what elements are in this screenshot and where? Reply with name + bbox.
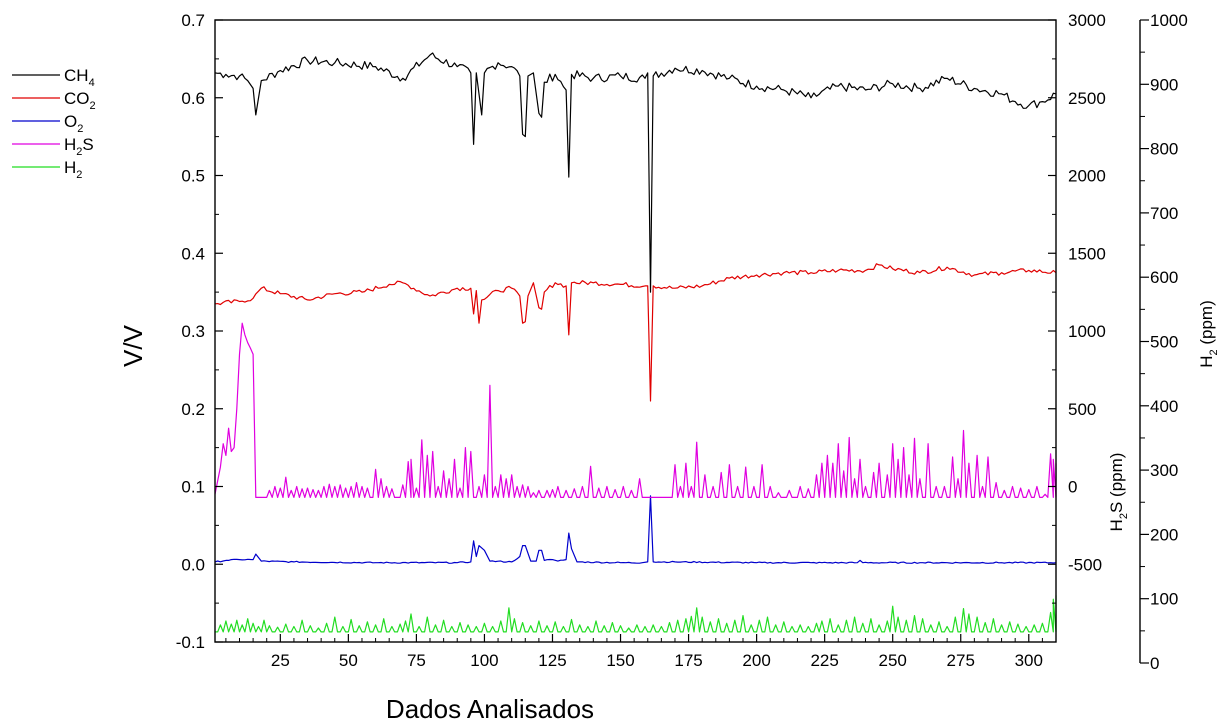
right1-tick-label: 1500	[1068, 244, 1106, 263]
right2-tick-label: 500	[1150, 333, 1178, 352]
right2-tick-label: 600	[1150, 268, 1178, 287]
legend-label-ch4: CH4	[64, 66, 95, 89]
y-tick-label: 0.0	[181, 555, 205, 574]
x-tick-label: 300	[1015, 651, 1043, 670]
axes-layer: 25 50 75 100 125 150 175 200 225 250 275 300-0.10.0…	[176, 11, 1188, 673]
plot-frame	[214, 19, 1057, 643]
x-tick-label: 150	[606, 651, 634, 670]
right1-tick-label: 0	[1068, 478, 1077, 497]
legend-label-o2: O2	[64, 112, 83, 135]
right-axis-1-title: H2S (ppm)	[1107, 453, 1130, 532]
legend-label-co2: CO2	[64, 89, 96, 112]
y-axis-title: V/V	[118, 324, 148, 367]
series-line-h2	[215, 595, 1057, 633]
legend-label-h2s: H2S	[64, 135, 94, 158]
right1-tick-label: 2500	[1068, 89, 1106, 108]
right1-tick-label: 500	[1068, 400, 1096, 419]
series-line-o2	[214, 495, 1057, 564]
x-tick-label: 275	[947, 651, 975, 670]
x-tick-label: 175	[674, 651, 702, 670]
right2-tick-label: 0	[1150, 654, 1159, 673]
series-line-h2s	[214, 322, 1057, 498]
y-tick-label: 0.4	[181, 244, 205, 263]
legend-label-h2: H2	[64, 158, 82, 181]
right2-tick-label: 1000	[1150, 11, 1188, 30]
x-tick-label: 250	[879, 651, 907, 670]
x-tick-label: 225	[810, 651, 838, 670]
y-tick-label: 0.5	[181, 167, 205, 186]
x-tick-label: 25	[271, 651, 290, 670]
x-axis-title: Dados Analisados	[386, 694, 594, 724]
right-axis-2-title-rest: (ppm)	[1197, 300, 1216, 349]
right2-tick-label: 200	[1150, 525, 1178, 544]
y-tick-label: -0.1	[176, 633, 205, 652]
x-tick-label: 200	[742, 651, 770, 670]
right2-tick-label: 800	[1150, 140, 1178, 159]
y-tick-label: 0.2	[181, 400, 205, 419]
series-line-co2	[214, 263, 1057, 402]
y-tick-label: 0.7	[181, 11, 205, 30]
y-tick-label: 0.3	[181, 322, 205, 341]
right1-tick-label: 1000	[1068, 322, 1106, 341]
x-tick-label: 125	[538, 651, 566, 670]
right1-tick-label: 3000	[1068, 11, 1106, 30]
y-tick-label: 0.6	[181, 89, 205, 108]
right2-tick-label: 700	[1150, 204, 1178, 223]
right1-tick-label: -500	[1068, 555, 1102, 574]
right1-tick-label: 2000	[1068, 167, 1106, 186]
right-axis-2-title-sub: 2	[1208, 349, 1220, 355]
right2-tick-label: 300	[1150, 461, 1178, 480]
right2-tick-label: 900	[1150, 75, 1178, 94]
series-layer	[214, 52, 1057, 633]
x-tick-label: 100	[470, 651, 498, 670]
x-tick-label: 75	[407, 651, 426, 670]
series-line-ch4	[214, 52, 1057, 293]
right2-tick-label: 100	[1150, 590, 1178, 609]
right-axis-2-title-main: H	[1197, 355, 1216, 367]
right-axis-1-title-main: H	[1107, 519, 1126, 531]
right-axis-1-title-rest: S (ppm)	[1107, 453, 1126, 513]
right2-tick-label: 400	[1150, 397, 1178, 416]
y-tick-label: 0.1	[181, 478, 205, 497]
right-axis-1-title-sub: 2	[1118, 513, 1130, 519]
right-axis-2-title: H2 (ppm)	[1197, 300, 1220, 368]
x-tick-label: 50	[339, 651, 358, 670]
